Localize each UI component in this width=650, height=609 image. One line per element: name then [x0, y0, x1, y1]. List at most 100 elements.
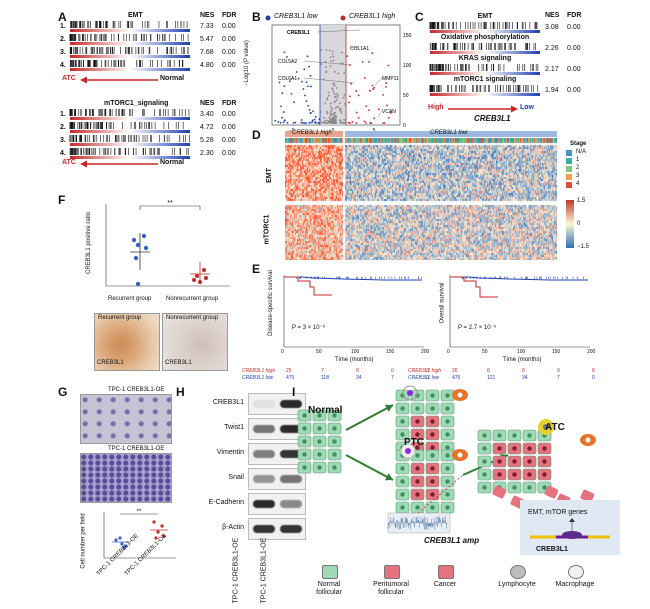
volcano-point — [278, 81, 281, 84]
gsea-strip — [69, 60, 190, 71]
panel-h-band — [253, 400, 275, 408]
panel-label-c: C — [415, 10, 424, 24]
panel-i-legend-swatch — [510, 565, 526, 579]
volcano-point — [377, 108, 380, 111]
panel-c-row-fdr: 0.00 — [567, 66, 581, 73]
volcano-point — [338, 102, 341, 105]
volcano-point — [368, 89, 371, 92]
volcano-point — [328, 49, 331, 52]
panel-h-band — [253, 450, 275, 458]
volcano-point — [292, 121, 295, 124]
panel-f-dot-plot: ** — [105, 200, 230, 287]
volcano-point — [324, 102, 327, 105]
volcano-point — [274, 119, 277, 122]
panel-h-protein-label: Twist1 — [224, 424, 244, 431]
panel-c-row-fdr: 0.00 — [567, 45, 581, 52]
volcano-point — [370, 122, 373, 124]
panel-a-arrow-1 — [80, 76, 158, 84]
gsea-row-index: 1. — [60, 23, 66, 30]
panel-g-dot-oe — [154, 536, 158, 540]
gsea-strip — [69, 34, 190, 45]
volcano-point — [306, 55, 309, 58]
volcano-point — [332, 118, 334, 121]
panel-c-strip — [429, 43, 540, 54]
panel-f-dot-recurrent — [135, 242, 141, 248]
volcano-point — [333, 84, 336, 87]
panel-f-ihc-nonrecurrent-caption: CREB3L1 — [165, 360, 192, 366]
panel-g-dot-control — [122, 546, 126, 550]
gsea-row-nes: 7.33 — [200, 23, 214, 30]
km-x-tick: 0 — [281, 349, 284, 355]
gsea-row-fdr: 0.00 — [222, 150, 236, 157]
volcano-point — [333, 93, 336, 95]
panel-i-legend-label: Normal follicular — [316, 581, 342, 596]
panel-f-dot-recurrent — [143, 245, 149, 251]
panel-a-nes-header: NES — [200, 12, 215, 19]
panel-g-dot-oe — [156, 530, 160, 534]
volcano-point — [308, 65, 310, 68]
panel-d-stage-item: 3 — [576, 173, 580, 179]
gsea-strip — [69, 47, 190, 58]
panel-i-amp-label: CREB3L1 amp — [424, 536, 480, 545]
panel-e-right-pvalue: P = 2.7 × 10⁻⁵ — [458, 325, 497, 331]
panel-a-normal-label-2: Normal — [160, 159, 185, 166]
panel-i-legend-swatch — [438, 565, 454, 579]
volcano-point — [332, 55, 335, 58]
gsea-row-index: 4. — [60, 62, 66, 69]
volcano-point — [382, 93, 385, 96]
volcano-point — [336, 94, 339, 97]
volcano-point — [308, 109, 311, 111]
panel-c-row-fdr: 0.00 — [567, 87, 581, 94]
volcano-point — [300, 121, 303, 124]
panel-a-emt-title: EMT — [128, 12, 143, 19]
gsea-strip — [69, 148, 190, 159]
panel-h-band — [280, 500, 302, 508]
volcano-point — [326, 119, 328, 122]
risk-table-label: CREB3L1 high — [408, 368, 442, 374]
panel-d-stage-swatch — [566, 150, 572, 156]
panel-h-band — [253, 425, 275, 433]
panel-c-row-fdr: 0.00 — [567, 24, 581, 31]
panel-a-fdr-header: FDR — [222, 12, 237, 19]
km-x-tick: 0 — [447, 349, 450, 355]
panel-d-group-high: CREB3L1 high — [292, 130, 332, 136]
panel-g-invasion-image-top — [80, 394, 172, 444]
km-x-tick: 150 — [386, 349, 395, 355]
panel-c-gene-label: CREB3L1 — [474, 114, 511, 123]
volcano-point — [286, 56, 288, 58]
risk-table-value: 34 — [356, 375, 362, 381]
panel-label-h: H — [176, 385, 185, 399]
volcano-gene-label: VCAN — [382, 109, 396, 115]
km-x-tick: 50 — [316, 349, 322, 355]
panel-c-arrow — [448, 105, 518, 113]
panel-h-protein-label: β-Actin — [222, 524, 244, 531]
volcano-point — [326, 98, 329, 101]
panel-f-ihc-nonrecurrent-title: Nonrecurrent group — [166, 315, 219, 321]
volcano-point — [333, 116, 336, 119]
volcano-point — [335, 93, 338, 95]
volcano-point — [329, 65, 332, 67]
volcano-point — [318, 122, 320, 124]
volcano-point — [387, 117, 390, 119]
risk-table-value: 0 — [426, 375, 429, 381]
volcano-point — [333, 119, 336, 121]
volcano-point — [371, 84, 374, 87]
panel-d-heatmap — [285, 138, 557, 260]
risk-table-value: 0 — [356, 368, 359, 374]
panel-h-blot-strip — [248, 393, 306, 415]
panel-d-row-mtor: mTORC1 — [263, 214, 271, 245]
panel-g-invasion-image-bottom — [80, 453, 172, 503]
km-x-tick: 100 — [517, 349, 526, 355]
panel-a-mtor-title: mTORC1_signaling — [104, 100, 169, 107]
volcano-point — [346, 55, 349, 58]
volcano-point — [311, 119, 314, 122]
volcano-point — [305, 100, 308, 103]
panel-g-dot-plot: ** — [103, 509, 176, 559]
panel-d-group-low: CREB3L1 low — [430, 130, 468, 136]
volcano-point — [305, 81, 308, 84]
volcano-point — [323, 117, 326, 119]
volcano-point — [330, 122, 333, 124]
volcano-point — [331, 53, 334, 55]
volcano-gene-label: MMP11 — [382, 76, 399, 82]
panel-c-row-nes: 1.94 — [545, 87, 559, 94]
